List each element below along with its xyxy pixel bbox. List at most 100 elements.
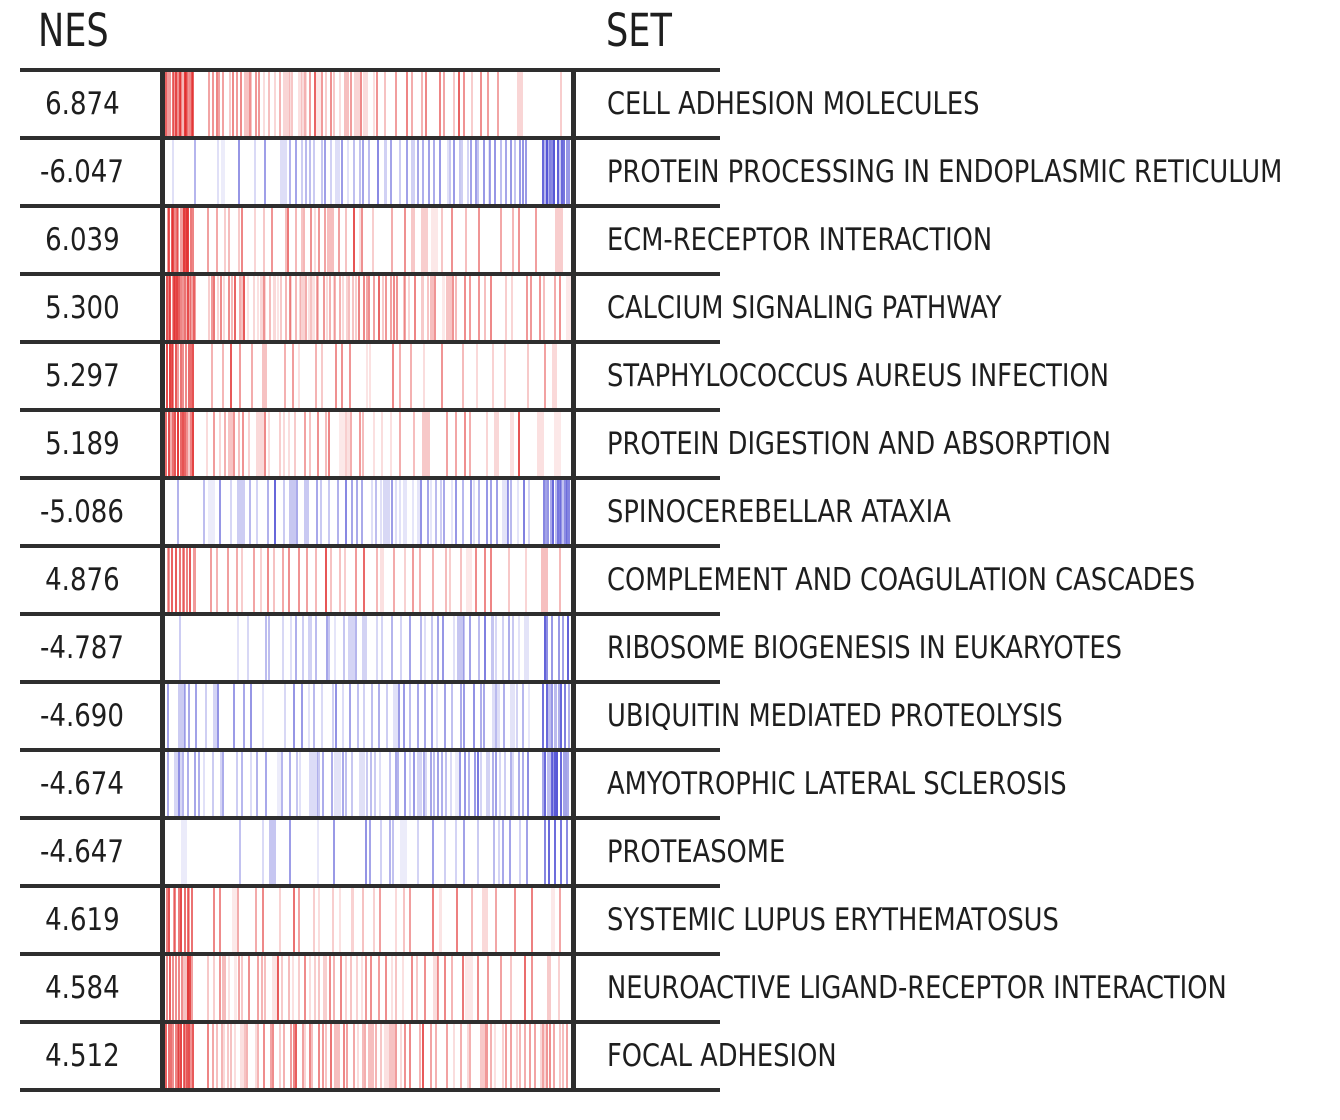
- barcode-tick: [354, 276, 357, 340]
- barcode-tick: [537, 412, 544, 476]
- barcode-tick: [276, 956, 279, 1020]
- barcode-tick: [545, 1024, 548, 1088]
- barcode-tick: [329, 72, 332, 136]
- barcode-tick: [181, 412, 184, 476]
- barcode-tick: [554, 412, 562, 476]
- barcode-tick: [165, 1024, 168, 1088]
- barcode-tick: [313, 208, 316, 272]
- barcode-tick: [392, 276, 395, 340]
- barcode-plot: [165, 820, 571, 884]
- barcode-tick: [297, 72, 303, 136]
- barcode-tick: [557, 616, 560, 680]
- barcode-tick: [177, 1024, 180, 1088]
- row-separator-line: [20, 340, 720, 344]
- barcode-tick: [315, 480, 318, 544]
- barcode-tick: [484, 616, 486, 680]
- barcode-tick: [177, 684, 185, 748]
- barcode-tick: [345, 1024, 348, 1088]
- barcode-tick: [392, 548, 395, 612]
- barcode-tick: [350, 888, 355, 952]
- barcode-tick: [279, 140, 287, 204]
- barcode-tick: [370, 752, 373, 816]
- barcode-tick: [184, 1024, 187, 1088]
- barcode-tick: [411, 480, 414, 544]
- barcode-tick: [238, 412, 241, 476]
- row-separator-line: [20, 68, 720, 72]
- barcode-tick: [390, 208, 393, 272]
- barcode-tick: [413, 752, 416, 816]
- barcode-tick: [307, 276, 316, 340]
- barcode-tick: [247, 616, 250, 680]
- barcode-tick: [493, 412, 500, 476]
- barcode-tick: [380, 820, 383, 884]
- barcode-tick: [540, 1024, 547, 1088]
- barcode-tick: [202, 480, 205, 544]
- set-label-text: ECM-RECEPTOR INTERACTION: [607, 222, 993, 258]
- barcode-tick: [294, 1024, 297, 1088]
- row-separator-line: [20, 476, 720, 480]
- barcode-tick: [354, 616, 357, 680]
- barcode-tick: [207, 276, 210, 340]
- barcode-tick: [331, 752, 334, 816]
- barcode-tick: [399, 140, 402, 204]
- barcode-tick: [168, 276, 171, 340]
- barcode-tick: [374, 752, 377, 816]
- barcode-tick: [352, 140, 355, 204]
- barcode-tick: [287, 548, 290, 612]
- barcode-tick: [441, 208, 444, 272]
- barcode-tick: [385, 684, 388, 748]
- barcode-tick: [492, 752, 495, 816]
- barcode-tick: [167, 752, 170, 816]
- barcode-tick: [443, 480, 446, 544]
- barcode-tick: [228, 276, 231, 340]
- barcode-tick: [431, 548, 434, 612]
- barcode-tick: [447, 140, 450, 204]
- barcode-tick: [551, 616, 554, 680]
- barcode-tick: [281, 956, 283, 1020]
- barcode-plot: [165, 548, 571, 612]
- barcode-tick: [327, 208, 334, 272]
- barcode-tick: [518, 208, 521, 272]
- barcode-plot: [165, 208, 571, 272]
- barcode-tick: [395, 1024, 398, 1088]
- barcode-tick: [191, 412, 194, 476]
- barcode-tick: [176, 276, 179, 340]
- nes-value: -6.047: [20, 140, 144, 204]
- barcode-tick: [509, 956, 512, 1020]
- barcode-tick: [403, 1024, 406, 1088]
- barcode-tick: [237, 956, 240, 1020]
- barcode-tick: [445, 752, 448, 816]
- barcode-tick: [206, 1024, 209, 1088]
- barcode-tick: [233, 412, 236, 476]
- barcode-tick: [551, 480, 554, 544]
- barcode-tick: [451, 208, 454, 272]
- barcode-tick: [435, 1024, 438, 1088]
- barcode-tick: [558, 888, 561, 952]
- nes-value: 4.619: [20, 888, 144, 952]
- barcode-tick: [193, 752, 196, 816]
- barcode-tick: [441, 616, 444, 680]
- barcode-tick: [169, 956, 172, 1020]
- barcode-tick: [504, 276, 507, 340]
- barcode-tick: [337, 208, 340, 272]
- barcode-tick: [431, 820, 434, 884]
- barcode-tick: [346, 140, 349, 204]
- barcode-tick: [524, 616, 530, 680]
- barcode-tick: [459, 684, 462, 748]
- barcode-tick: [328, 412, 331, 476]
- barcode-tick: [419, 548, 422, 612]
- barcode-tick: [234, 1024, 237, 1088]
- barcode-tick: [300, 208, 303, 272]
- barcode-tick: [568, 140, 571, 204]
- barcode-tick: [192, 276, 195, 340]
- nes-value-text: 5.189: [44, 426, 120, 462]
- barcode-tick: [179, 276, 182, 340]
- barcode-tick: [375, 616, 378, 680]
- barcode-tick: [559, 752, 562, 816]
- barcode-tick: [471, 72, 474, 136]
- barcode-tick: [172, 412, 175, 476]
- barcode-tick: [473, 480, 476, 544]
- barcode-tick: [468, 752, 471, 816]
- barcode-tick: [211, 752, 214, 816]
